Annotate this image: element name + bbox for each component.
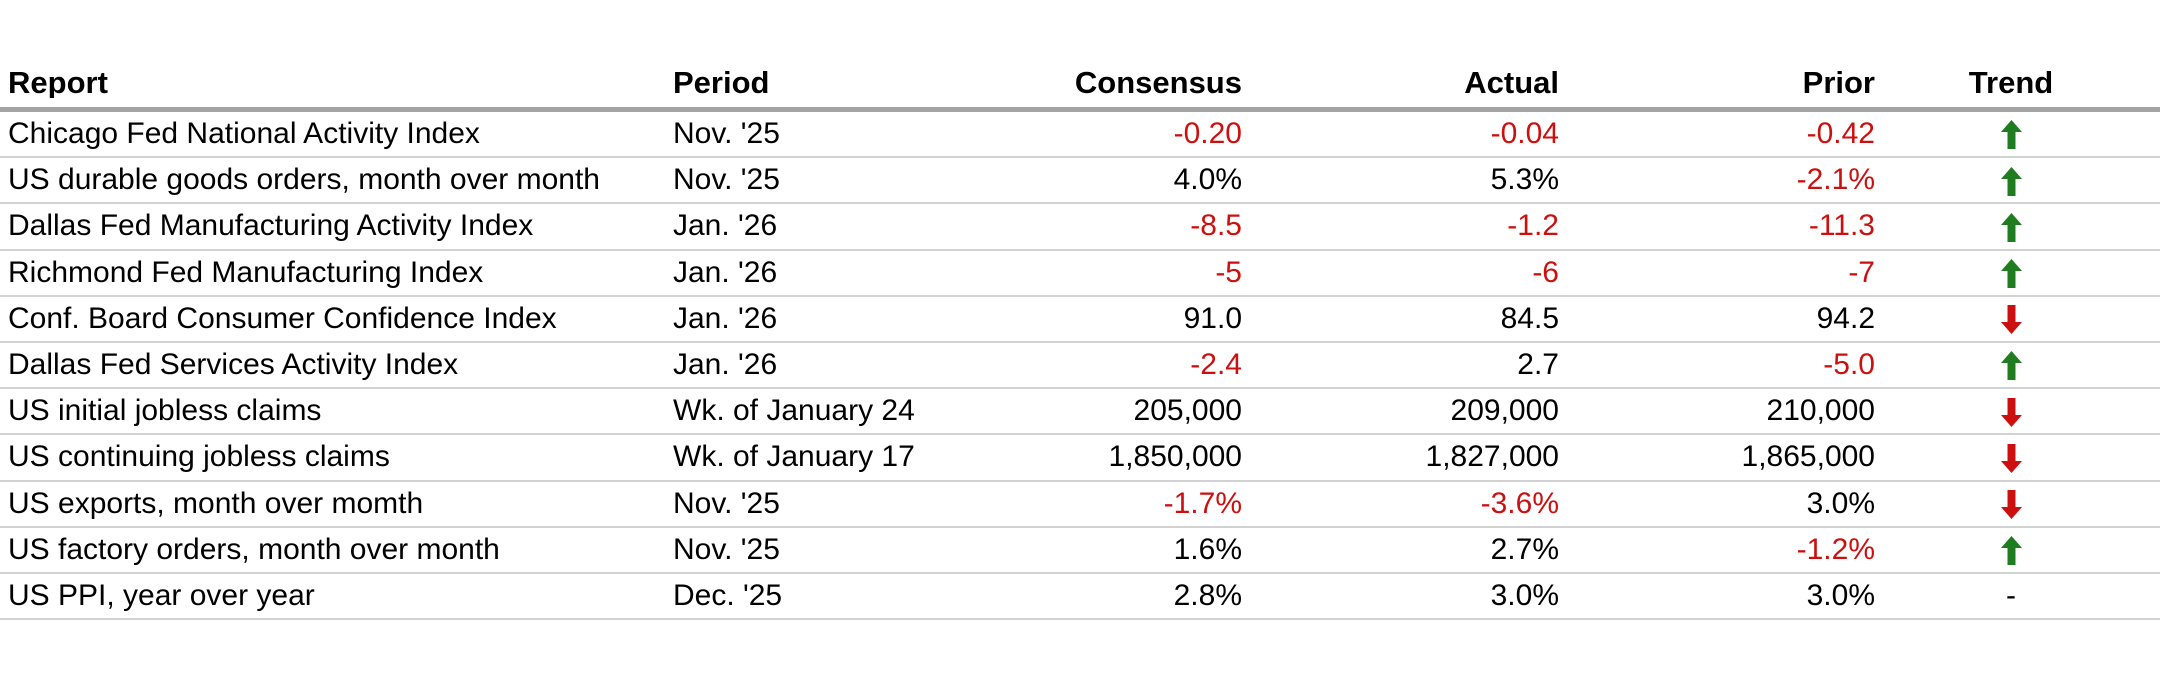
table-row: Chicago Fed National Activity Index Nov. … [0,112,2160,159]
economic-reports-table: Report Period Consensus Actual Prior Tre… [0,0,2160,621]
column-header-prior: Prior [1802,65,1875,100]
trend-cell: - [1875,578,2147,612]
actual-cell: 5.3% [1490,163,1559,197]
table-row: US exports, month over momth Nov. '25 -1.7… [0,482,2160,528]
table-row: Richmond Fed Manufacturing Index Jan. '26… [0,251,2160,297]
trend-cell [1875,211,2147,242]
table-row: US durable goods orders, month over mont… [0,158,2160,205]
table-row: US continuing jobless claims Wk. of Janua… [0,435,2160,482]
trend-up-arrow-icon [2000,120,2022,150]
report-cell: US initial jobless claims [8,396,322,427]
period-cell: Nov. '25 [673,165,780,196]
prior-cell: 3.0% [1806,578,1875,612]
consensus-cell: -8.5 [1190,209,1242,243]
prior-cell: -11.3 [1808,209,1875,243]
prior-cell: -7 [1848,255,1875,289]
column-header-report: Report [8,67,108,98]
consensus-cell: 2.8% [1173,578,1242,612]
trend-up-arrow-icon [2000,536,2022,566]
table-row: Conf. Board Consumer Confidence Index Jan… [0,297,2160,343]
report-cell: US durable goods orders, month over mont… [8,165,600,196]
table-header-row: Report Period Consensus Actual Prior Tre… [0,0,2160,112]
report-cell: Dallas Fed Services Activity Index [8,350,459,381]
trend-down-arrow-icon [2000,443,2022,473]
trend-cell [1875,257,2147,288]
report-cell: US continuing jobless claims [8,442,390,473]
table-body: Chicago Fed National Activity Index Nov. … [0,112,2160,621]
consensus-cell: 91.0 [1183,301,1242,335]
report-cell: Conf. Board Consumer Confidence Index [8,303,557,334]
actual-cell: 84.5 [1500,301,1559,335]
consensus-cell: 1,850,000 [1108,440,1242,474]
period-cell: Jan. '26 [673,303,778,334]
period-cell: Wk. of January 24 [673,396,915,427]
trend-cell [1875,488,2147,519]
period-cell: Jan. '26 [673,257,778,288]
trend-cell [1875,350,2147,381]
column-header-trend: Trend [1968,65,2054,100]
consensus-cell: -1.7% [1163,486,1242,520]
prior-cell: -5.0 [1823,348,1875,382]
trend-up-arrow-icon [2000,212,2022,242]
report-cell: US factory orders, month over month [8,534,500,565]
prior-cell: 94.2 [1816,301,1875,335]
consensus-cell: -2.4 [1190,348,1242,382]
trend-cell [1875,119,2147,150]
trend-down-arrow-icon [2000,305,2022,335]
trend-up-arrow-icon [2000,166,2022,196]
period-cell: Jan. '26 [673,211,778,242]
actual-cell: -1.2 [1507,209,1559,243]
report-cell: Chicago Fed National Activity Index [8,119,480,150]
column-header-consensus: Consensus [1074,65,1242,100]
prior-cell: 3.0% [1806,486,1875,520]
table-row: US factory orders, month over month Nov. … [0,528,2160,574]
actual-cell: -0.04 [1490,117,1559,151]
actual-cell: 1,827,000 [1425,440,1559,474]
trend-cell [1875,304,2147,335]
report-cell: US exports, month over momth [8,488,424,519]
table-row: US initial jobless claims Wk. of January … [0,389,2160,436]
period-cell: Wk. of January 17 [673,442,915,473]
consensus-cell: -5 [1215,255,1242,289]
consensus-cell: 4.0% [1173,163,1242,197]
prior-cell: -2.1% [1796,163,1875,197]
trend-up-arrow-icon [2000,351,2022,381]
trend-down-arrow-icon [2000,489,2022,519]
prior-cell: 210,000 [1766,394,1875,428]
report-cell: US PPI, year over year [8,580,315,611]
table-row: Dallas Fed Services Activity Index Jan. '… [0,343,2160,390]
trend-cell [1875,396,2147,427]
actual-cell: -6 [1532,255,1559,289]
period-cell: Nov. '25 [673,488,780,519]
period-cell: Dec. '25 [673,580,783,611]
trend-cell [1875,534,2147,566]
consensus-cell: -0.20 [1173,117,1242,151]
report-cell: Dallas Fed Manufacturing Activity Index [8,211,534,242]
period-cell: Nov. '25 [673,534,780,565]
actual-cell: -3.6% [1480,486,1559,520]
trend-cell [1875,165,2147,196]
column-header-period: Period [673,67,770,98]
consensus-cell: 205,000 [1133,394,1242,428]
prior-cell: 1,865,000 [1741,440,1875,474]
consensus-cell: 1.6% [1173,532,1242,566]
actual-cell: 2.7% [1490,532,1559,566]
trend-up-arrow-icon [2000,258,2022,288]
actual-cell: 3.0% [1490,578,1559,612]
trend-no-change-dash: - [2006,578,2016,612]
period-cell: Nov. '25 [673,119,780,150]
table-row: US PPI, year over year Dec. '25 2.8% 3.0% 3.… [0,574,2160,621]
period-cell: Jan. '26 [673,350,778,381]
trend-down-arrow-icon [2000,397,2022,427]
trend-cell [1875,442,2147,473]
actual-cell: 209,000 [1450,394,1559,428]
actual-cell: 2.7 [1517,348,1559,382]
table-row: Dallas Fed Manufacturing Activity Index J… [0,204,2160,251]
column-header-actual: Actual [1464,65,1559,100]
report-cell: Richmond Fed Manufacturing Index [8,257,484,288]
prior-cell: -0.42 [1806,117,1875,151]
prior-cell: -1.2% [1796,532,1875,566]
